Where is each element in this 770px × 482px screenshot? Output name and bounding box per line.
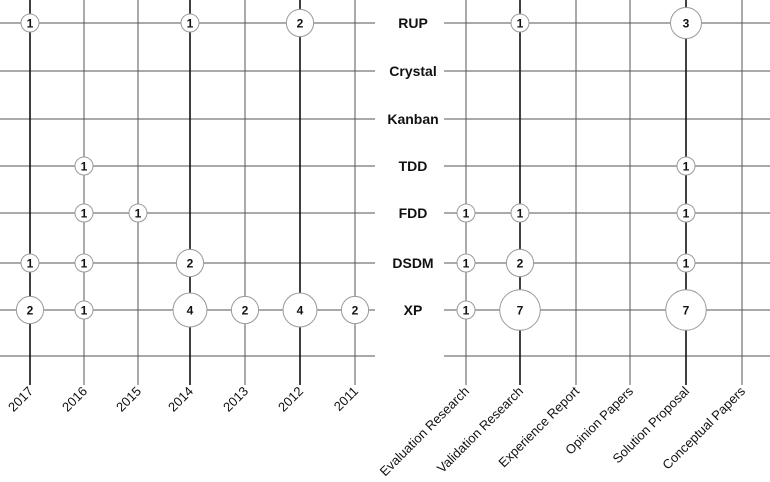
bubble-value-fdd-evaluation-research: 1 — [463, 207, 470, 221]
row-label-fdd: FDD — [399, 205, 428, 221]
bubble-xp-2011 — [340, 295, 370, 325]
bubble-rup-2012 — [285, 8, 315, 38]
bubble-value-fdd-solution-proposal: 1 — [683, 207, 690, 221]
bubble-value-dsdm-2014: 2 — [187, 257, 194, 271]
bubble-value-xp-2011: 2 — [352, 304, 359, 318]
bubble-value-xp-2014: 4 — [187, 304, 194, 318]
bubble-rup-2014 — [180, 13, 200, 33]
bubble-xp-solution-proposal — [665, 289, 707, 331]
column-label-2012: 2012 — [275, 384, 306, 415]
bubble-dsdm-2016 — [74, 253, 94, 273]
row-label-kanban: Kanban — [387, 111, 438, 127]
column-label-evaluation-research: Evaluation Research — [377, 384, 472, 479]
row-label-dsdm: DSDM — [392, 255, 433, 271]
bubble-value-xp-validation-research: 7 — [517, 304, 524, 318]
bubble-value-rup-2014: 1 — [187, 17, 194, 31]
bubble-value-dsdm-2017: 1 — [27, 257, 34, 271]
column-label-2016: 2016 — [59, 384, 90, 415]
column-label-2017: 2017 — [5, 384, 36, 415]
bubble-tdd-2016 — [74, 156, 94, 176]
bubble-fdd-2016 — [74, 203, 94, 223]
bubble-xp-evaluation-research — [456, 300, 476, 320]
column-label-2011: 2011 — [331, 384, 361, 414]
bubble-value-fdd-validation-research: 1 — [517, 207, 524, 221]
column-label-2015: 2015 — [113, 384, 144, 415]
column-label-2014: 2014 — [165, 384, 196, 415]
bubble-value-dsdm-2016: 1 — [81, 257, 88, 271]
bubble-value-rup-2017: 1 — [27, 17, 34, 31]
bubble-tdd-solution-proposal — [676, 156, 696, 176]
bubble-value-xp-2013: 2 — [242, 304, 249, 318]
row-label-tdd: TDD — [399, 158, 428, 174]
bubble-value-fdd-2016: 1 — [81, 207, 88, 221]
bubble-xp-2013 — [230, 295, 260, 325]
bubble-xp-2017 — [15, 295, 45, 325]
bubble-value-tdd-2016: 1 — [81, 160, 88, 174]
bubble-xp-2012 — [282, 292, 318, 328]
bubble-value-xp-solution-proposal: 7 — [683, 304, 690, 318]
bubble-xp-2016 — [74, 300, 94, 320]
bubble-dsdm-2017 — [20, 253, 40, 273]
bubble-xp-2014 — [172, 292, 208, 328]
bubble-value-fdd-2015: 1 — [135, 207, 142, 221]
bubble-value-rup-solution-proposal: 3 — [683, 17, 690, 31]
bubble-fdd-2015 — [128, 203, 148, 223]
bubble-rup-validation-research — [510, 13, 530, 33]
bubble-value-rup-validation-research: 1 — [517, 17, 524, 31]
row-label-xp: XP — [404, 302, 423, 318]
bubble-value-xp-2016: 1 — [81, 304, 88, 318]
bubble-xp-validation-research — [499, 289, 541, 331]
bubble-fdd-solution-proposal — [676, 203, 696, 223]
bubble-value-tdd-solution-proposal: 1 — [683, 160, 690, 174]
bubble-value-xp-evaluation-research: 1 — [463, 304, 470, 318]
bubble-rup-2017 — [20, 13, 40, 33]
bubble-fdd-evaluation-research — [456, 203, 476, 223]
bubble-value-dsdm-validation-research: 2 — [517, 257, 524, 271]
row-label-rup: RUP — [398, 15, 428, 31]
bubble-dsdm-2014 — [175, 248, 205, 278]
bubble-value-xp-2012: 4 — [297, 304, 304, 318]
bubble-rup-solution-proposal — [669, 6, 703, 40]
bubble-value-dsdm-solution-proposal: 1 — [683, 257, 690, 271]
bubble-value-rup-2012: 2 — [297, 17, 304, 31]
bubble-value-dsdm-evaluation-research: 1 — [463, 257, 470, 271]
column-label-2013: 2013 — [220, 384, 251, 415]
bubble-fdd-validation-research — [510, 203, 530, 223]
bubble-dsdm-evaluation-research — [456, 253, 476, 273]
row-label-crystal: Crystal — [389, 63, 436, 79]
bubble-value-xp-2017: 2 — [27, 304, 34, 318]
bubble-dsdm-validation-research — [505, 248, 535, 278]
bubble-dsdm-solution-proposal — [676, 253, 696, 273]
